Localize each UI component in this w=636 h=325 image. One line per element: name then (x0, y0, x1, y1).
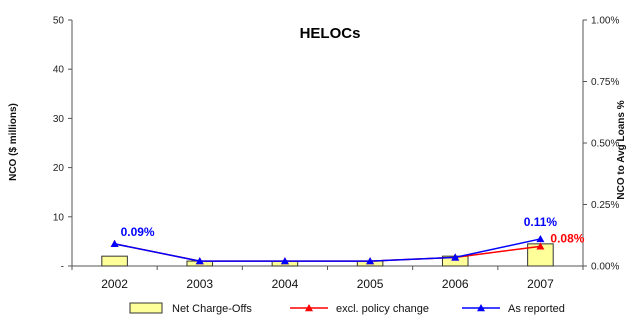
y-left-tick-label: 10 (53, 212, 65, 223)
plot-area: - 10 20 30 40 50 0.00% 0.25% 0.50% 0.75% 1.00% 2002… (53, 16, 620, 292)
data-label: 0.09% (121, 225, 155, 239)
y-axis-left-title: NCO ($ millions) (8, 103, 19, 181)
y-left-tick-label: 30 (53, 114, 65, 125)
data-label: 0.08% (550, 231, 584, 245)
legend-label-net-charge-offs: Net Charge-Offs (172, 303, 252, 315)
marker-as-reported (280, 257, 289, 265)
marker-as-reported (366, 257, 375, 265)
y-right-tick-label: 0.50% (591, 139, 619, 150)
legend-marker-excl-policy-change (305, 304, 313, 312)
legend-label-as-reported: As reported (508, 303, 565, 315)
y-right-tick-label: 0.00% (591, 262, 619, 273)
marker-as-reported (195, 257, 204, 265)
y-right-tick-label: 0.75% (591, 77, 619, 88)
legend-marker-as-reported (477, 304, 485, 312)
bar-net-charge-offs (101, 255, 128, 267)
marker-as-reported (110, 239, 119, 248)
y-left-tick-label: 20 (53, 163, 65, 174)
y-left-tick-label: 50 (53, 16, 65, 27)
x-tick-label: 2005 (357, 277, 384, 291)
chart-title: HELOCs (300, 25, 361, 42)
y-left-tick-label: 40 (53, 65, 65, 76)
marker-as-reported (536, 234, 545, 243)
legend-swatch-net-charge-offs (129, 302, 163, 314)
x-tick-label: 2002 (101, 277, 128, 291)
marker-excl-policy-change (536, 242, 545, 250)
y-left-tick-label: - (61, 262, 64, 273)
data-label: 0.11% (524, 215, 558, 229)
y-right-tick-label: 1.00% (591, 16, 619, 27)
legend-label-excl-policy-change: excl. policy change (336, 303, 429, 315)
legend: Net Charge-Offs excl. policy change As rep… (129, 302, 565, 315)
x-tick-label: 2007 (527, 277, 554, 291)
marker-as-reported (451, 253, 460, 261)
y-right-tick-label: 0.25% (591, 200, 619, 211)
x-tick-label: 2004 (272, 277, 299, 291)
x-tick-label: 2006 (442, 277, 469, 291)
y-axis-right-title: NCO to Avg Loans % (616, 100, 627, 199)
x-tick-label: 2003 (186, 277, 213, 291)
line-as-reported (114, 238, 541, 262)
